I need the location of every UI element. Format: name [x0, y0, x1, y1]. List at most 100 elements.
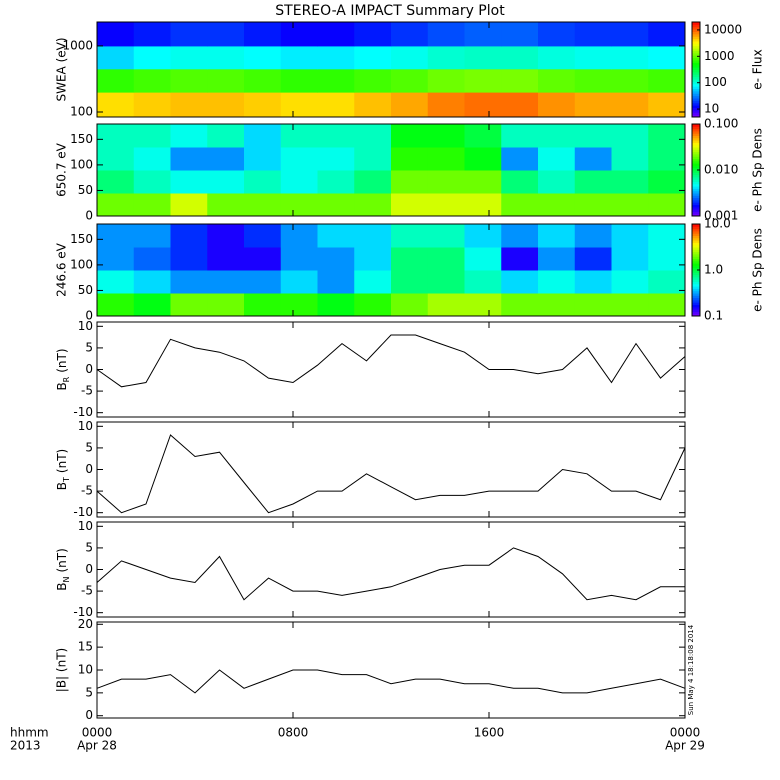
x-tick-label: 1600	[474, 726, 505, 740]
spectrogram-cell	[97, 68, 135, 93]
panel-frame	[96, 21, 686, 118]
spectrogram-cell	[354, 193, 392, 217]
spectrogram-cell	[464, 293, 502, 317]
colorbar-segment	[692, 186, 700, 189]
x-tick-label: 0000	[82, 726, 113, 740]
spectrogram-cell	[354, 247, 392, 271]
spectrogram-cell	[464, 92, 502, 118]
spectrogram-cell	[574, 22, 612, 47]
colorbar-segment	[692, 263, 700, 266]
colorbar-segment	[692, 260, 700, 264]
colorbar-segment	[692, 153, 700, 157]
spectrogram-cell	[648, 193, 686, 217]
spectrogram-cell	[133, 45, 171, 70]
spectrogram-cell	[354, 68, 392, 93]
spectrogram-cell	[574, 147, 612, 171]
spectrogram-cell	[648, 293, 686, 317]
spectrogram-cell	[464, 224, 502, 248]
spectrogram-cell	[244, 270, 282, 294]
y-axis-label-unit: (nT)	[55, 548, 69, 572]
y-tick-label: 50	[78, 283, 93, 297]
spectrogram-cell	[574, 92, 612, 118]
spectrogram-cell	[501, 124, 539, 148]
colorbar-segment	[692, 86, 700, 89]
spectrogram-cell	[427, 68, 465, 93]
spectrogram-cell	[317, 270, 355, 294]
y-axis-label: SWEA (eV)	[55, 37, 69, 101]
spectrogram-cell	[464, 147, 502, 171]
spectrogram-cell	[317, 124, 355, 148]
colorbar-segment	[692, 60, 700, 63]
spectrogram-cell	[317, 147, 355, 171]
spectrogram-cell	[280, 147, 318, 171]
y-tick-label: 0	[85, 209, 93, 223]
spectrogram-cell	[538, 293, 576, 317]
colorbar-segment	[692, 29, 700, 32]
y-axis-label-unit: (nT)	[55, 348, 69, 372]
colorbar-segment	[692, 190, 700, 194]
colorbar-segment	[692, 95, 700, 99]
spectrogram-cell	[464, 170, 502, 194]
colorbar-segment	[692, 133, 700, 136]
colorbar-segment	[692, 45, 700, 49]
colorbar-segment	[692, 309, 700, 312]
spectrogram-cell	[207, 170, 245, 194]
spectrogram-cell	[280, 293, 318, 317]
spectrogram-cell	[574, 45, 612, 70]
spectrogram-cell	[354, 45, 392, 70]
spectrogram-cell	[464, 45, 502, 70]
spectrogram-cell	[133, 293, 171, 317]
spectrogram-cell	[574, 193, 612, 217]
colorbar-segment	[692, 98, 700, 101]
spectrogram-cell	[170, 45, 208, 70]
colorbar-segment	[692, 267, 700, 271]
spectrogram-cell	[354, 92, 392, 118]
spectrogram-cell	[611, 22, 649, 47]
spectrogram-cell	[133, 124, 171, 148]
field-line	[96, 334, 686, 388]
y-tick-label: 150	[70, 232, 93, 246]
colorbar-segment	[692, 124, 700, 127]
spectrogram-cell	[391, 293, 429, 317]
spectrogram-cell	[611, 68, 649, 93]
spectrogram-cell	[133, 170, 171, 194]
spectrogram-cell	[354, 22, 392, 47]
spectrogram-cell	[97, 293, 135, 317]
colorbar-segment	[692, 311, 700, 315]
y-tick-label: -10	[73, 405, 93, 419]
colorbar-segment	[692, 270, 700, 273]
spectrogram-cell	[538, 247, 576, 271]
y-tick-label: 0	[85, 362, 93, 376]
spectrogram-cell	[501, 270, 539, 294]
colorbar-segment	[692, 93, 700, 97]
spectrogram-cell	[354, 147, 392, 171]
spectrogram-cell	[538, 68, 576, 93]
spectrogram-cell	[317, 193, 355, 217]
y-axis-label-symbol: B	[55, 583, 69, 591]
colorbar-segment	[692, 33, 700, 37]
colorbar-segment	[692, 43, 700, 47]
spectrogram-cell	[538, 45, 576, 70]
colorbar-segment	[692, 147, 700, 150]
spectrogram-cell	[170, 124, 208, 148]
y-axis-label-symbol: B	[55, 382, 69, 390]
colorbar-segment	[692, 24, 700, 28]
colorbar-segment	[692, 176, 700, 180]
colorbar-segment	[692, 179, 700, 182]
spectrogram-cell	[501, 247, 539, 271]
spectrogram-cell	[427, 247, 465, 271]
y-axis-label-subscript: N	[62, 577, 71, 583]
spectrogram-cell	[391, 170, 429, 194]
colorbar-segment	[692, 62, 700, 66]
spectrogram-cell	[391, 193, 429, 217]
colorbar-segment	[692, 224, 700, 227]
spectrogram-cell	[317, 293, 355, 317]
spectrogram-cell	[464, 270, 502, 294]
colorbar-segment	[692, 228, 700, 232]
colorbar-segment	[692, 149, 700, 153]
x-year-label: 2013	[10, 739, 41, 753]
y-axis-label: BR (nT)	[55, 348, 71, 390]
colorbar-segment	[692, 288, 700, 292]
colorbar-segment	[692, 163, 700, 166]
spectrogram-cell	[538, 170, 576, 194]
